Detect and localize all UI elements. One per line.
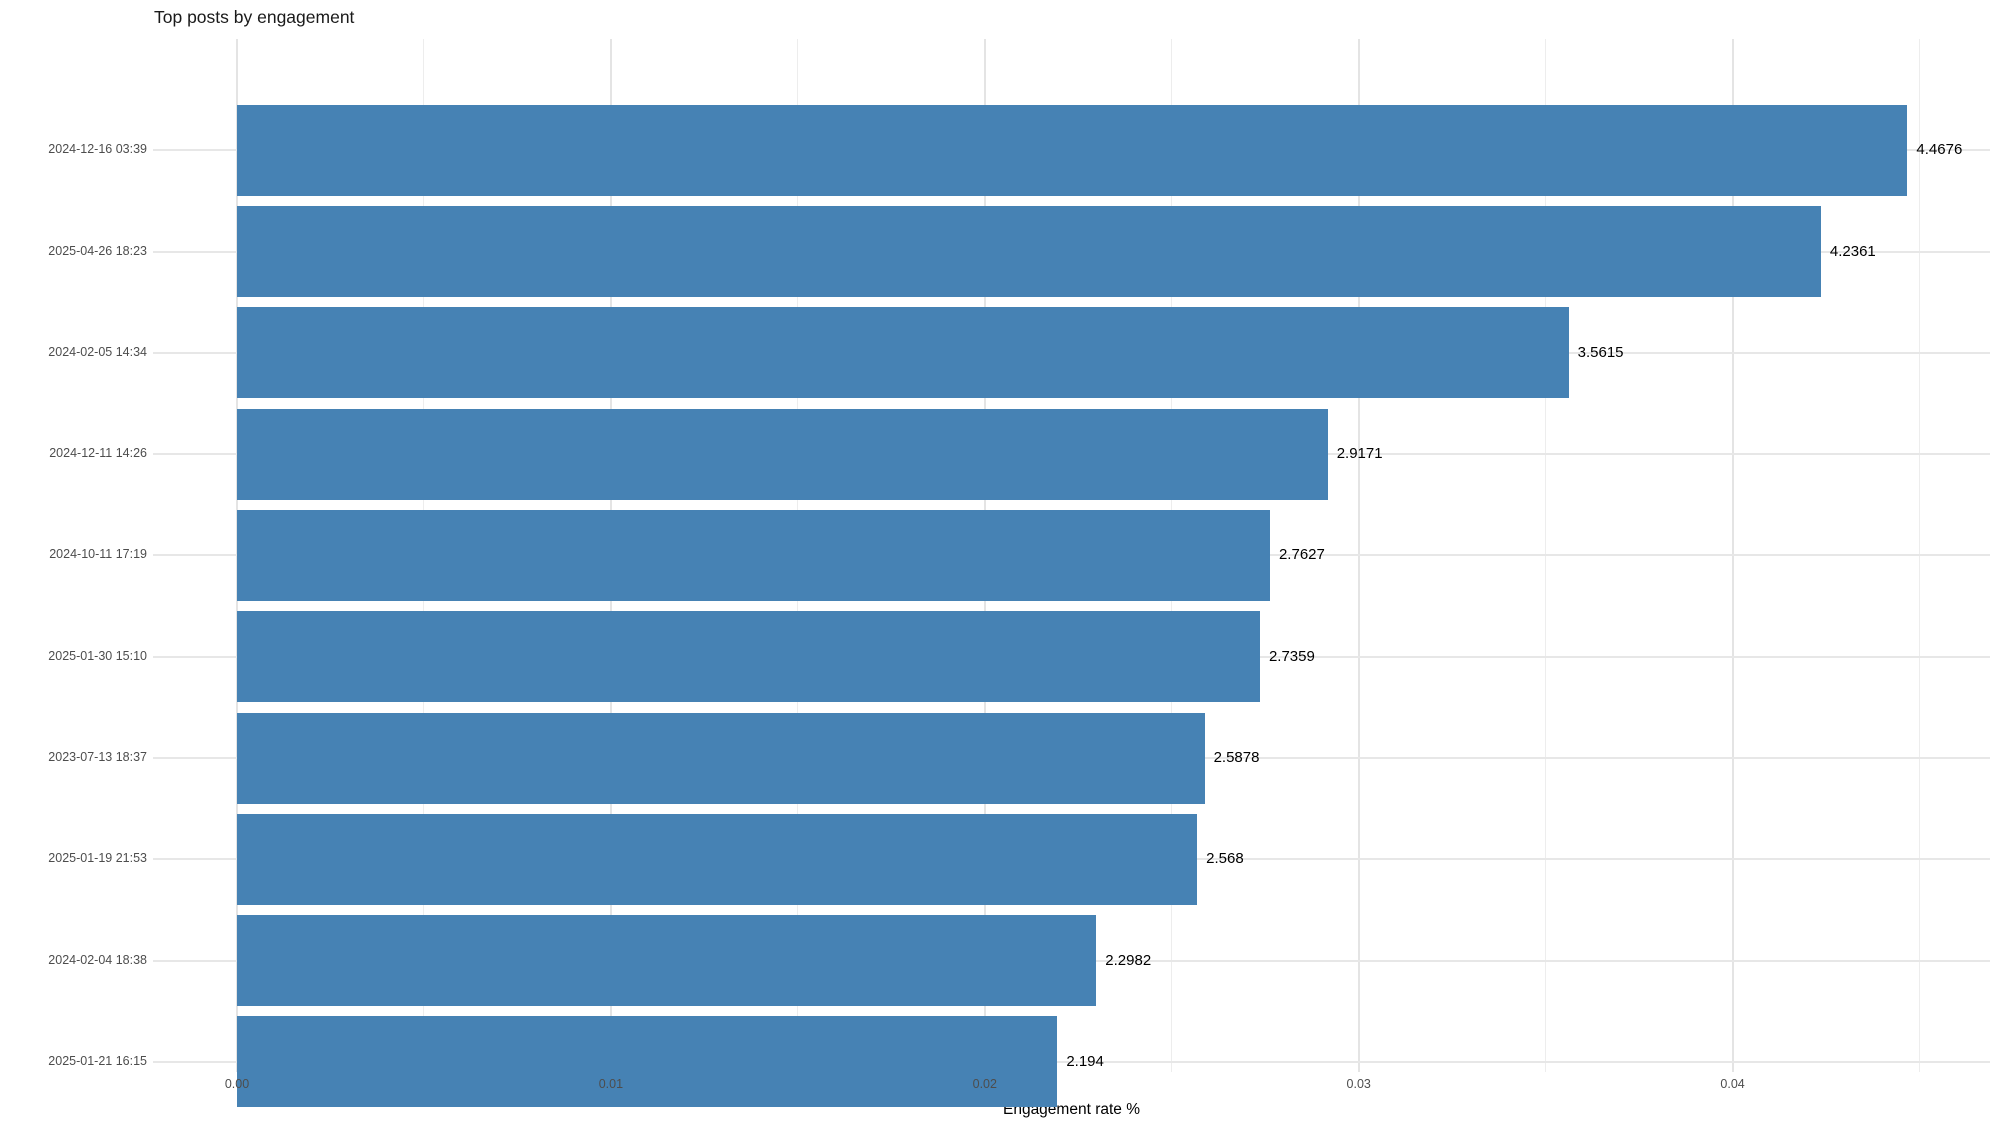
y-axis-label: 2024-02-04 18:38 (48, 952, 147, 967)
x-axis-tick-label: 0.04 (1720, 1077, 1745, 1091)
gridline-major-horizontal (153, 1060, 1990, 1063)
y-axis-label: 2025-04-26 18:23 (48, 243, 147, 258)
bar (237, 408, 1328, 500)
bar-value-label: 2.194 (1066, 1052, 1104, 1070)
bar (237, 1016, 1057, 1108)
bar (237, 509, 1270, 601)
x-axis-tick-label: 0.02 (972, 1077, 997, 1091)
x-axis-tick-label: 0.01 (598, 1077, 624, 1091)
bar-value-label: 3.5615 (1577, 343, 1624, 361)
bar (237, 712, 1205, 804)
bar (237, 307, 1569, 399)
bar-value-label: 2.7627 (1278, 546, 1325, 564)
y-axis-label: 2024-02-05 14:34 (48, 344, 147, 359)
x-axis-tick-label: 0.03 (1346, 1077, 1371, 1091)
y-axis-label: 2025-01-30 15:10 (48, 648, 147, 663)
bar (237, 206, 1821, 298)
y-axis-label: 2024-12-11 14:26 (49, 446, 147, 461)
bar-value-label: 2.7359 (1268, 647, 1315, 665)
y-axis-label: 2025-01-21 16:15 (48, 1053, 147, 1068)
y-axis-label: 2023-07-13 18:37 (48, 750, 147, 765)
bar-value-label: 2.5878 (1213, 749, 1260, 767)
bar-value-label: 2.568 (1206, 850, 1244, 868)
x-axis-tick-label: 0.00 (224, 1077, 250, 1091)
bar (237, 813, 1197, 905)
bar (237, 915, 1096, 1007)
bar-value-label: 4.2361 (1829, 242, 1876, 260)
bar (237, 104, 1907, 196)
bar-value-label: 2.2982 (1105, 951, 1152, 969)
y-axis-label: 2025-01-19 21:53 (48, 851, 147, 866)
bar-value-label: 4.4676 (1916, 141, 1963, 159)
y-axis-label: 2024-12-16 03:39 (48, 142, 147, 157)
chart-title: Top posts by engagement (154, 7, 355, 27)
y-axis-label: 2024-10-11 17:19 (49, 547, 147, 562)
bar-value-label: 2.9171 (1336, 445, 1383, 463)
bar (237, 611, 1260, 703)
